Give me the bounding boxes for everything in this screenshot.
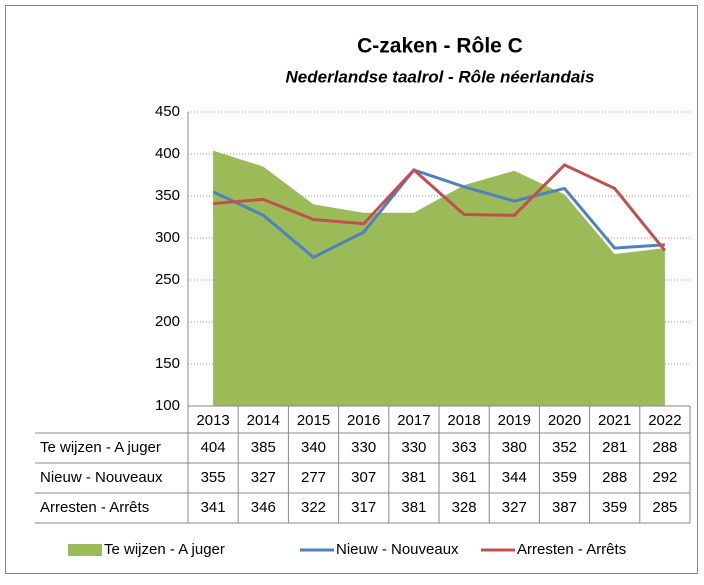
chart-title: C-zaken - Rôle C bbox=[357, 35, 523, 58]
table-value: 288 bbox=[652, 439, 677, 456]
legend-swatch bbox=[68, 544, 102, 556]
line bbox=[212, 168, 666, 260]
table-value: 359 bbox=[552, 469, 577, 486]
x-tick-label: 2019 bbox=[498, 412, 531, 429]
table-value: 340 bbox=[301, 439, 326, 456]
x-tick-label: 2016 bbox=[347, 412, 380, 429]
table-value: 363 bbox=[452, 439, 477, 456]
legend-label: Te wijzen - A juger bbox=[104, 541, 225, 558]
table-value: 277 bbox=[301, 469, 326, 486]
row-label: Te wijzen - A juger bbox=[40, 439, 161, 456]
x-tick-label: 2013 bbox=[196, 412, 229, 429]
x-tick-label: 2014 bbox=[247, 412, 280, 429]
table-value: 385 bbox=[251, 439, 276, 456]
y-tick-label: 300 bbox=[155, 229, 180, 246]
y-tick-label: 450 bbox=[155, 103, 180, 120]
line bbox=[212, 163, 667, 252]
table-value: 341 bbox=[201, 499, 226, 516]
table-value: 328 bbox=[452, 499, 477, 516]
table-value: 352 bbox=[552, 439, 577, 456]
x-tick-label: 2020 bbox=[548, 412, 581, 429]
table-value: 359 bbox=[602, 499, 627, 516]
x-tick-label: 2021 bbox=[598, 412, 631, 429]
table-value: 387 bbox=[552, 499, 577, 516]
row-label: Arresten - Arrêts bbox=[40, 499, 149, 516]
table-value: 380 bbox=[502, 439, 527, 456]
table-value: 322 bbox=[301, 499, 326, 516]
y-tick-label: 200 bbox=[155, 313, 180, 330]
y-tick-label: 400 bbox=[155, 145, 180, 162]
y-tick-label: 350 bbox=[155, 187, 180, 204]
x-tick-label: 2017 bbox=[397, 412, 430, 429]
table-value: 288 bbox=[602, 469, 627, 486]
table-value: 292 bbox=[652, 469, 677, 486]
x-tick-label: 2015 bbox=[297, 412, 330, 429]
table-value: 327 bbox=[502, 499, 527, 516]
table-value: 281 bbox=[602, 439, 627, 456]
table-value: 285 bbox=[652, 499, 677, 516]
legend-label: Arresten - Arrêts bbox=[517, 541, 626, 558]
y-tick-label: 100 bbox=[155, 397, 180, 414]
table-value: 327 bbox=[251, 469, 276, 486]
table-value: 344 bbox=[502, 469, 527, 486]
table-value: 330 bbox=[351, 439, 376, 456]
table-value: 381 bbox=[401, 499, 426, 516]
x-tick-label: 2022 bbox=[648, 412, 681, 429]
legend-label: Nieuw - Nouveaux bbox=[336, 541, 459, 558]
table-value: 317 bbox=[351, 499, 376, 516]
x-tick-label: 2018 bbox=[447, 412, 480, 429]
table-value: 361 bbox=[452, 469, 477, 486]
chart-subtitle: Nederlandse taalrol - Rôle néerlandais bbox=[286, 67, 595, 86]
area bbox=[213, 150, 665, 406]
row-label: Nieuw - Nouveaux bbox=[40, 469, 163, 486]
table-value: 355 bbox=[201, 469, 226, 486]
table-value: 381 bbox=[401, 469, 426, 486]
table-value: 330 bbox=[401, 439, 426, 456]
table-value: 404 bbox=[201, 439, 226, 456]
y-tick-label: 150 bbox=[155, 355, 180, 372]
y-tick-label: 250 bbox=[155, 271, 180, 288]
table-value: 346 bbox=[251, 499, 276, 516]
table-value: 307 bbox=[351, 469, 376, 486]
